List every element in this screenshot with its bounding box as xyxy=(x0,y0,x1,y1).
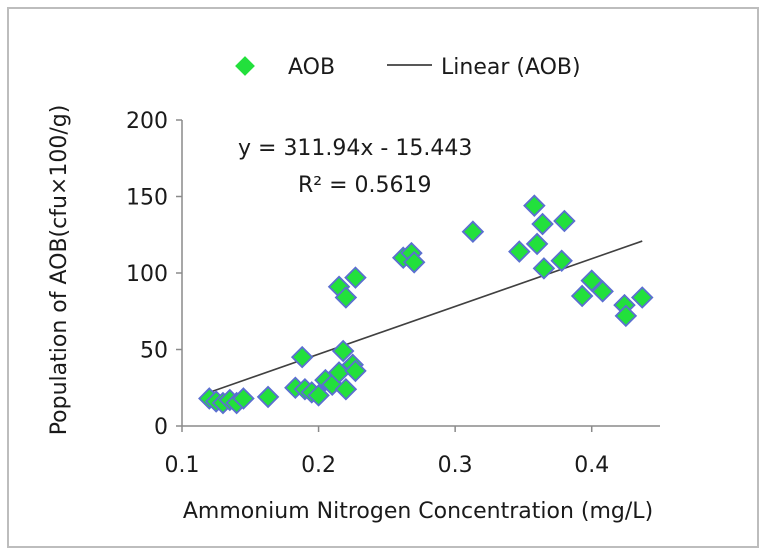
data-point xyxy=(570,284,594,308)
data-point xyxy=(531,212,554,236)
data-point xyxy=(525,232,549,256)
legend: AOB Linear (AOB) xyxy=(235,55,581,80)
data-point xyxy=(614,304,638,328)
y-tick-label: 0 xyxy=(154,415,168,440)
y-tick-label: 150 xyxy=(126,186,168,211)
y-tick-label: 50 xyxy=(140,339,168,364)
x-tick-label: 0.3 xyxy=(438,453,473,478)
data-point xyxy=(256,385,280,409)
data-point xyxy=(553,209,576,233)
data-point xyxy=(550,249,573,273)
trendline-group xyxy=(209,240,643,394)
x-axis-title: Ammonium Nitrogen Concentration (mg/L) xyxy=(183,499,653,524)
data-point xyxy=(331,339,355,363)
data-point xyxy=(344,359,367,383)
x-tick-label: 0.1 xyxy=(165,453,200,478)
chart-frame xyxy=(7,7,759,548)
data-point xyxy=(630,286,654,309)
y-tick-label: 100 xyxy=(126,262,168,287)
data-point xyxy=(344,266,367,289)
legend-marker-aob xyxy=(235,56,255,76)
r-squared-label: R² = 0.5619 xyxy=(298,173,432,198)
data-point xyxy=(402,251,426,274)
data-point xyxy=(290,345,314,369)
x-tick-label: 0.2 xyxy=(301,453,336,478)
data-point xyxy=(334,286,358,309)
x-tick-label: 0.4 xyxy=(574,453,609,478)
legend-label-aob: AOB xyxy=(288,55,335,80)
data-point xyxy=(307,384,330,407)
data-point-group xyxy=(198,194,654,415)
data-point xyxy=(327,361,351,384)
data-point xyxy=(523,194,546,217)
linear-trendline xyxy=(209,240,643,394)
y-tick-label: 200 xyxy=(126,109,168,134)
data-point xyxy=(532,257,556,280)
data-point xyxy=(461,220,485,243)
regression-equation: y = 311.94x - 15.443 xyxy=(238,136,472,161)
data-point xyxy=(580,269,603,292)
y-tick-group: 0 50 100 150 200 xyxy=(126,109,182,440)
data-point xyxy=(232,387,255,410)
y-axis-title: Population of AOB(cfu×100/g) xyxy=(47,105,72,436)
data-point xyxy=(591,280,614,303)
data-point xyxy=(334,378,358,401)
legend-label-linear: Linear (AOB) xyxy=(441,55,581,80)
x-tick-group: 0.1 0.2 0.3 0.4 xyxy=(165,426,609,478)
data-point xyxy=(508,240,531,263)
